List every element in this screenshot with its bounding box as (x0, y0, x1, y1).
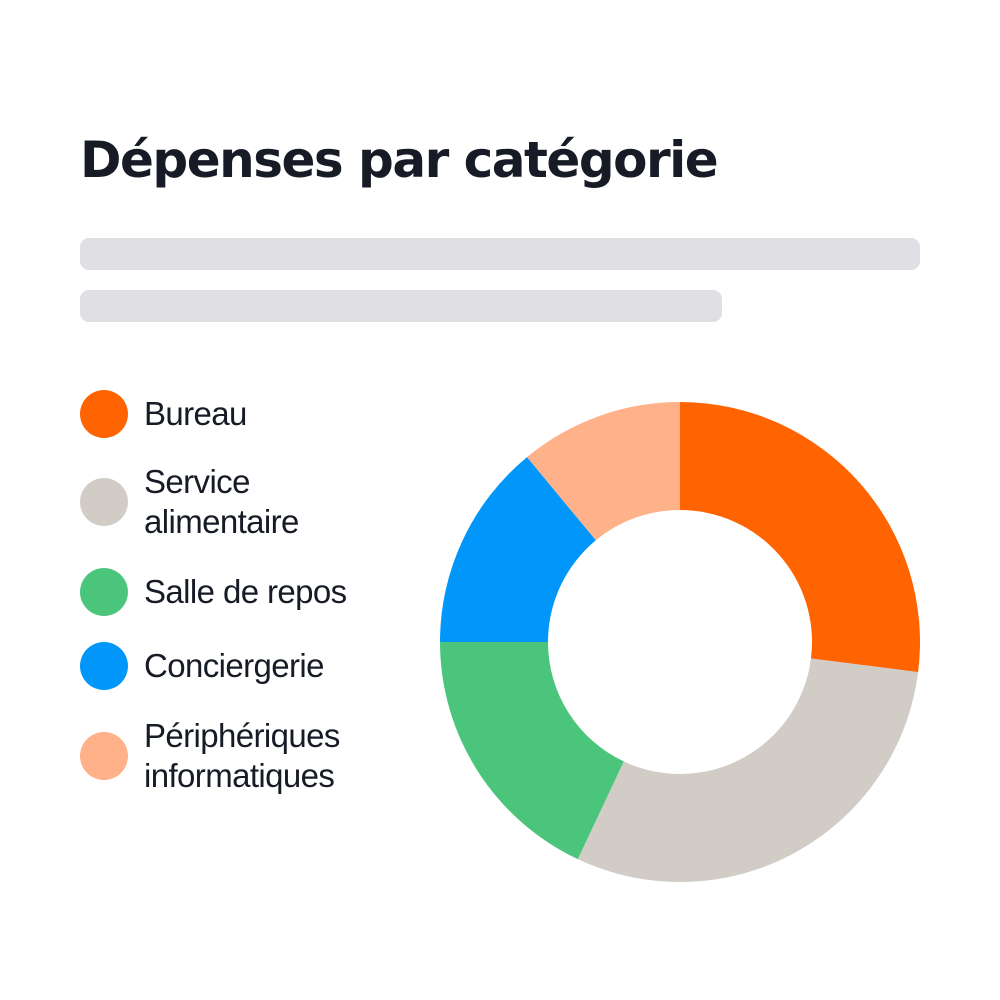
donut-chart (440, 402, 920, 882)
legend-label-line: informatiques (144, 757, 335, 794)
legend-label-line: Service (144, 463, 250, 500)
donut-slice-salle-de-repos (440, 642, 624, 860)
legend-label: Périphériques informatiques (144, 716, 340, 796)
legend-label-line: Périphériques (144, 717, 340, 754)
donut-slice-peripheriques-informatiques (527, 402, 680, 541)
legend-swatch (80, 478, 128, 526)
donut-slice-bureau (680, 402, 920, 673)
legend-label: Conciergerie (144, 646, 325, 686)
legend-item: Bureau (80, 390, 420, 438)
chart-legend: Bureau Service alimentaire Salle de repos Co… (80, 390, 420, 822)
legend-swatch (80, 642, 128, 690)
donut-slice-service-alimentaire (577, 658, 919, 882)
legend-swatch (80, 568, 128, 616)
legend-item: Périphériques informatiques (80, 716, 420, 796)
legend-label-line: alimentaire (144, 503, 299, 540)
legend-swatch (80, 390, 128, 438)
legend-item: Salle de repos (80, 568, 420, 616)
chart-title: Dépenses par catégorie (80, 131, 719, 189)
placeholder-text-line (80, 238, 920, 270)
legend-label: Bureau (144, 394, 247, 434)
legend-label: Salle de repos (144, 572, 347, 612)
legend-label-line: Salle de repos (144, 573, 347, 610)
legend-label-line: Bureau (144, 395, 247, 432)
legend-item: Service alimentaire (80, 462, 420, 542)
placeholder-text-line (80, 290, 722, 322)
legend-item: Conciergerie (80, 642, 420, 690)
legend-label-line: Conciergerie (144, 647, 325, 684)
legend-label: Service alimentaire (144, 462, 299, 542)
legend-swatch (80, 732, 128, 780)
donut-slice-conciergerie (440, 457, 596, 642)
